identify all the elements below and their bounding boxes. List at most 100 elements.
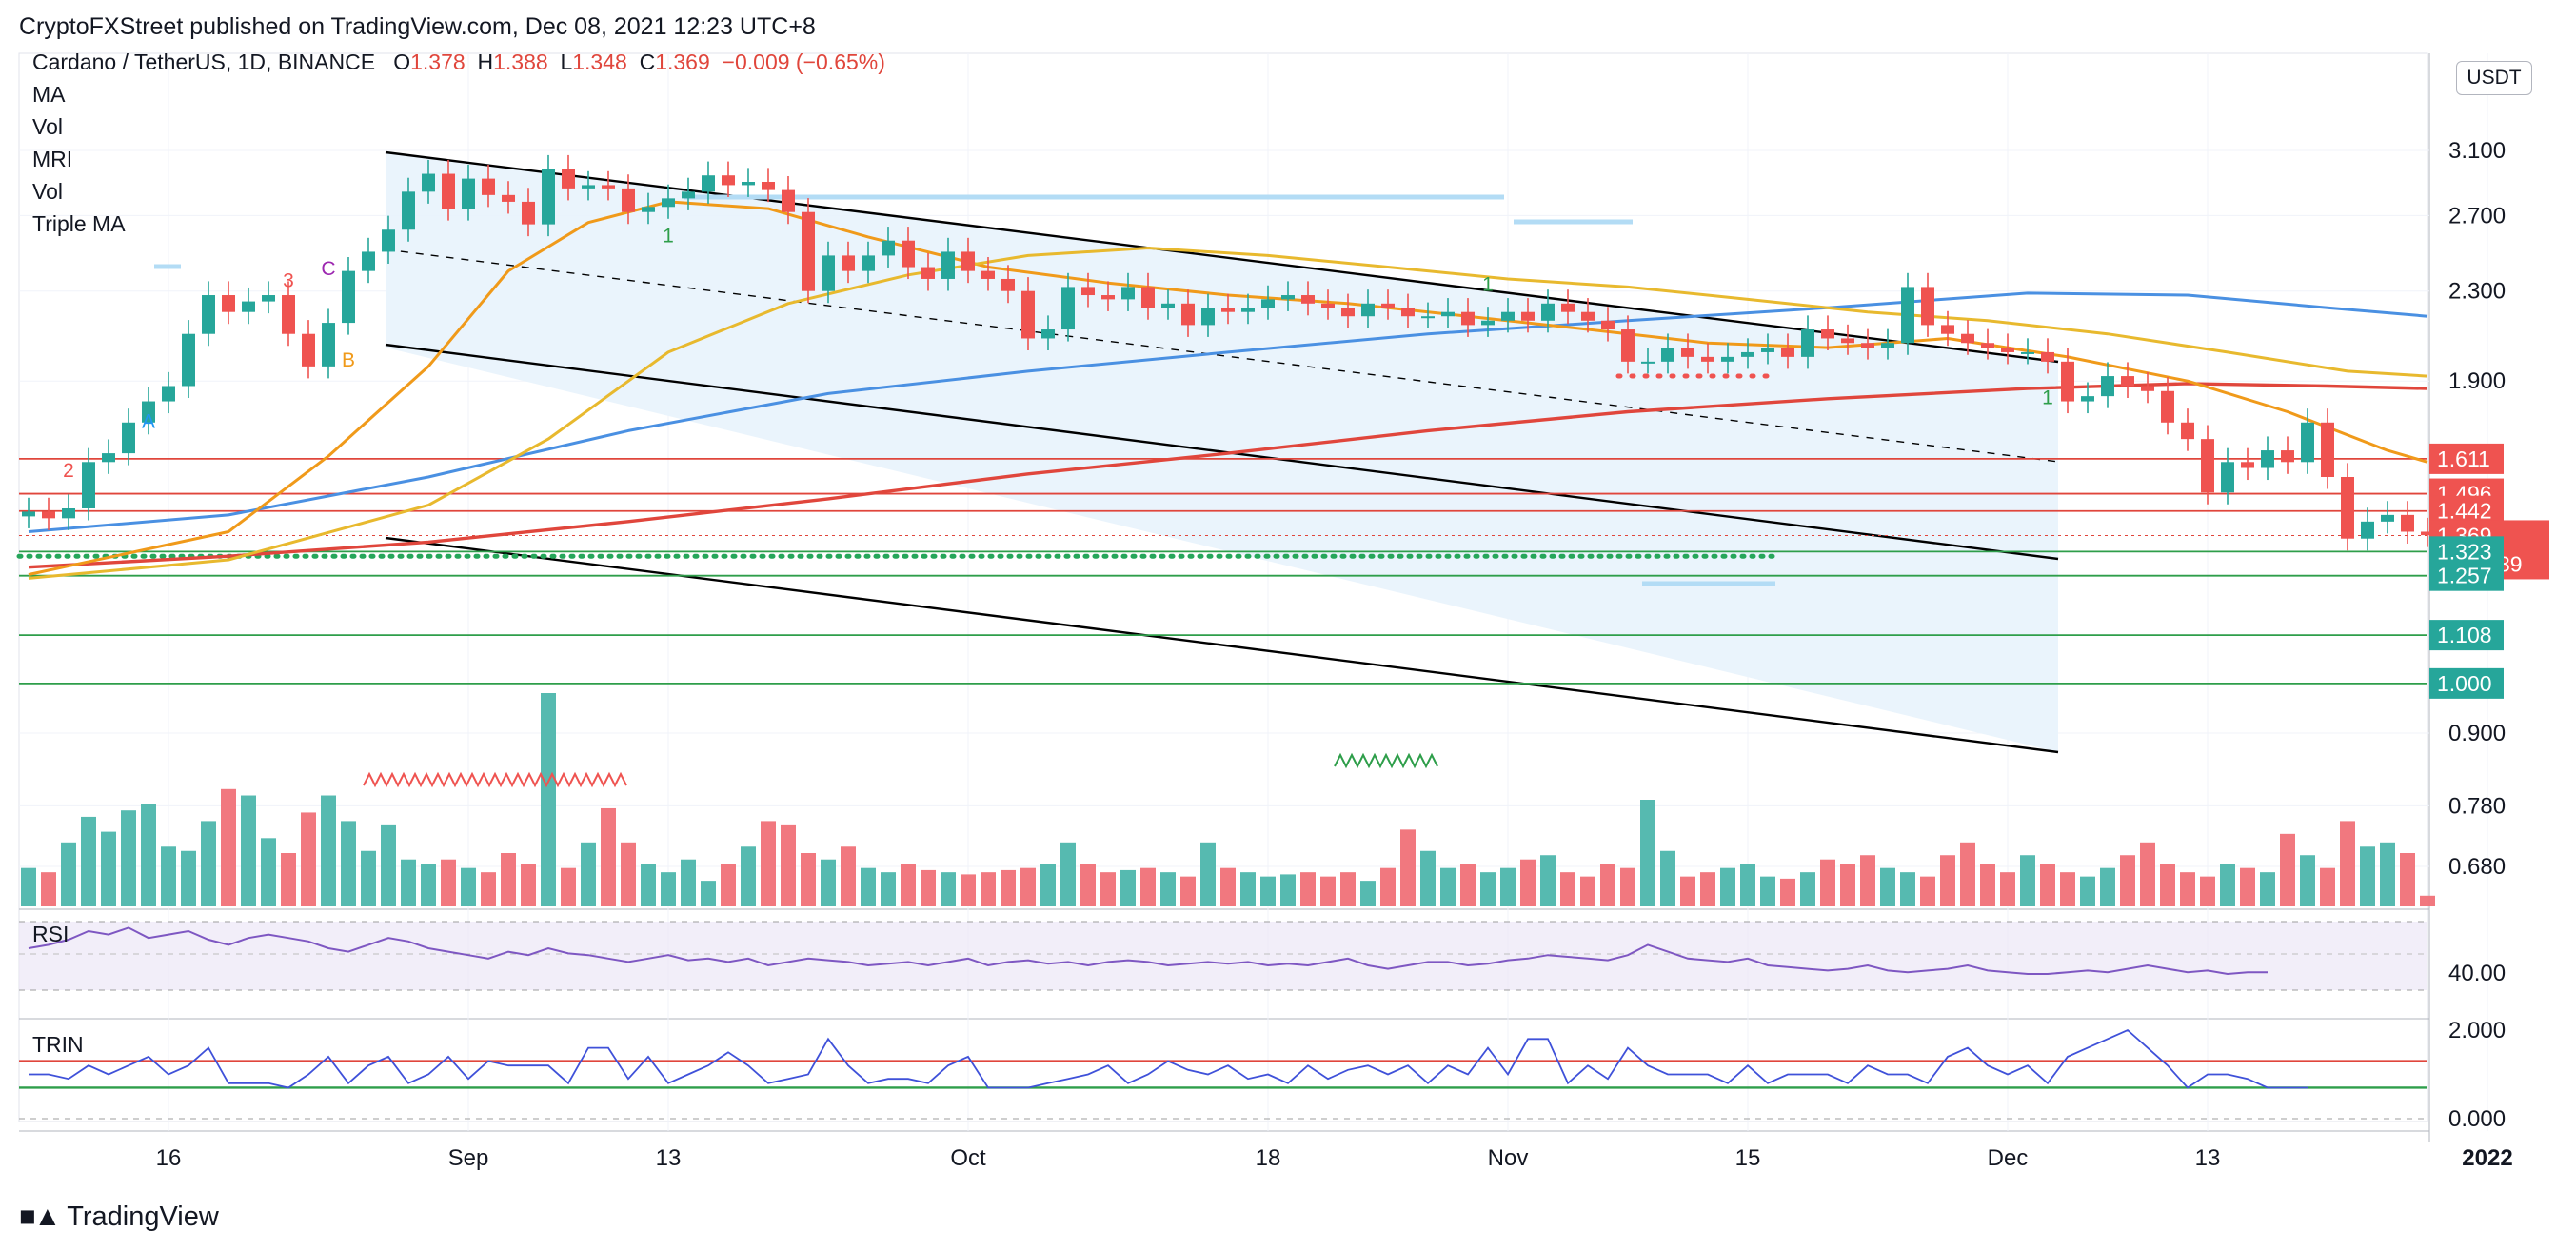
currency-unit-button[interactable]: USDT	[2456, 61, 2532, 95]
volume-bar	[2340, 821, 2355, 906]
volume-bar	[1140, 867, 1156, 906]
price-tag-label: 1.000	[2437, 671, 2492, 696]
x-tick-label: Nov	[1488, 1145, 1529, 1171]
candle-body	[762, 182, 775, 190]
candle-body	[1141, 287, 1155, 308]
price-tag	[2429, 560, 2504, 591]
volume-bar	[2000, 872, 2015, 906]
volume-bar	[2140, 842, 2155, 906]
volume-bar	[2400, 853, 2415, 906]
candle-body	[1181, 303, 1195, 326]
candle-body	[1961, 333, 1974, 344]
candle-body	[682, 191, 695, 199]
candle-body	[1741, 351, 1754, 357]
candle-body	[502, 194, 515, 202]
volume-bar	[1940, 855, 1955, 906]
candle-body	[1001, 278, 1015, 291]
rsi-band	[19, 922, 2427, 990]
volume-bar	[1120, 869, 1136, 906]
candle-body	[462, 178, 475, 209]
candle-body	[1361, 303, 1375, 317]
volume-bar	[1001, 869, 1016, 906]
volume-bar	[1800, 872, 1815, 906]
candle-body	[1461, 311, 1475, 326]
candle-body	[1861, 343, 1874, 348]
channel-upper-line	[385, 150, 2059, 364]
candle-body	[782, 189, 795, 212]
candle-body	[562, 169, 575, 189]
candle-body	[342, 270, 355, 324]
candle-body	[1261, 299, 1275, 308]
volume-bar	[941, 872, 956, 906]
candle-body	[1821, 329, 1834, 339]
volume-bar	[2420, 895, 2435, 906]
tradingview-logo-icon: ■▲	[19, 1201, 61, 1232]
volume-bar	[381, 824, 396, 906]
candle-body	[222, 295, 235, 312]
low-value: 1.348	[572, 50, 627, 74]
symbol-row[interactable]: Cardano / TetherUS, 1D, BINANCE O1.378 H…	[32, 46, 885, 78]
volume-bar	[1160, 872, 1176, 906]
candle-body	[1321, 303, 1335, 308]
volume-bar	[781, 824, 796, 906]
volume-bar	[41, 872, 56, 906]
candle-body	[602, 185, 615, 189]
candle-body	[1241, 308, 1255, 312]
candle-body	[2381, 514, 2394, 522]
candle-body	[1721, 356, 1734, 362]
indicator-triple-ma[interactable]: Triple MA	[32, 211, 126, 236]
candle-body	[362, 251, 375, 271]
ma-blue-line	[28, 291, 2428, 533]
candle-body	[981, 270, 995, 279]
td-marker: 3	[283, 269, 294, 291]
candle-body	[1761, 348, 1774, 352]
ma-yellow-line	[28, 247, 2428, 580]
candle-body	[1441, 311, 1455, 317]
candle-body	[1941, 325, 1954, 334]
volume-bar	[1200, 842, 1216, 906]
candle-body	[2081, 396, 2094, 402]
tradingview-brand[interactable]: ■▲ TradingView	[19, 1201, 219, 1233]
trin-pane-label[interactable]: TRIN	[32, 1032, 84, 1057]
candle-body	[1661, 348, 1674, 362]
price-tag-label: 1.323	[2437, 539, 2492, 564]
volume-bar	[1880, 867, 1895, 906]
rsi-pane-label[interactable]: RSI	[32, 922, 69, 946]
volume-bar	[2320, 867, 2335, 906]
candle-body	[2301, 422, 2314, 463]
volume-bar	[501, 853, 516, 906]
chart-frame	[18, 52, 2428, 1122]
candle-body	[1021, 290, 1035, 339]
indicator-vol-2[interactable]: Vol	[32, 179, 63, 204]
volume-bar	[1380, 867, 1396, 906]
volume-bar	[61, 842, 76, 906]
candle-body	[1541, 303, 1555, 321]
indicator-vol[interactable]: Vol	[32, 114, 63, 139]
open-label: O	[393, 50, 411, 74]
price-tag	[2429, 667, 2504, 699]
brand-name: TradingView	[67, 1201, 219, 1232]
candle-body	[2061, 361, 2074, 402]
volume-bar	[81, 816, 96, 906]
td-marker: B	[342, 349, 355, 371]
candle-body	[1081, 287, 1095, 296]
volume-bar	[1420, 850, 1436, 906]
volume-bar	[2180, 872, 2195, 906]
volume-bar	[2240, 867, 2255, 906]
indicator-ma[interactable]: MA	[32, 82, 66, 107]
volume-bar	[181, 850, 196, 906]
candle-body	[1481, 320, 1495, 326]
volume-bar	[1020, 867, 1036, 906]
candle-body	[921, 267, 935, 279]
candle-body	[202, 295, 215, 334]
candle-body	[802, 211, 815, 291]
candle-body	[1981, 343, 1994, 348]
publisher-caption: CryptoFXStreet published on TradingView.…	[19, 13, 816, 40]
volume-bar	[1920, 876, 1935, 906]
indicator-legend: Cardano / TetherUS, 1D, BINANCE O1.378 H…	[32, 50, 885, 240]
candle-body	[1881, 343, 1894, 348]
candle-body	[2101, 376, 2114, 397]
indicator-mri[interactable]: MRI	[32, 147, 73, 171]
candle-body	[1581, 311, 1595, 321]
candle-body	[442, 173, 455, 209]
